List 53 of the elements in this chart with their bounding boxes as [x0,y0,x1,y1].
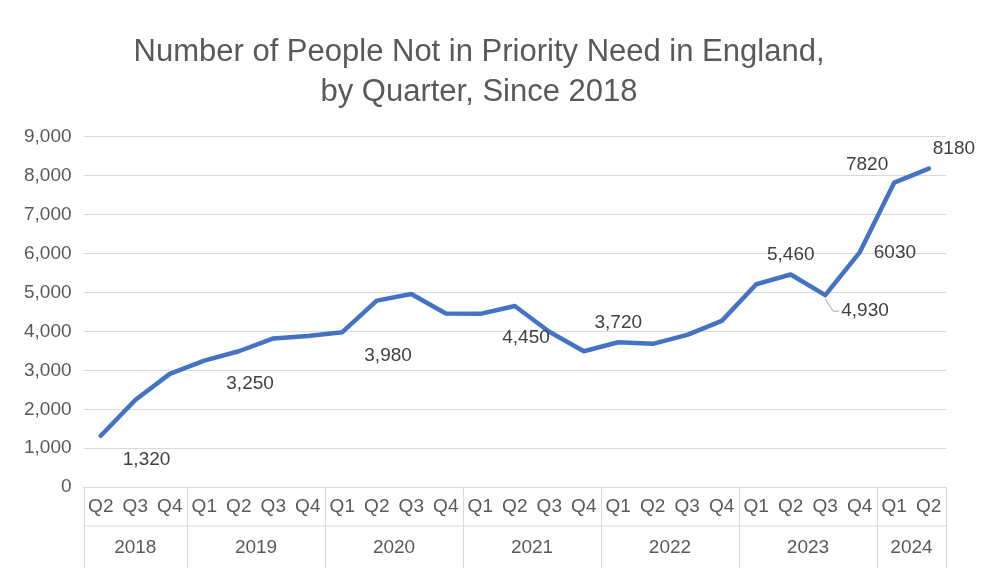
x-tick-label: Q2 [88,494,114,516]
text: 2023 [786,536,830,558]
x-tick-label: Q1 [329,494,355,516]
x-tick-label: Q1 [467,494,493,516]
y-tick-label: 2,000 [24,397,72,419]
text: 2024 [890,536,934,558]
y-tick-label: 4,000 [24,319,72,341]
text: 2018 [114,536,157,558]
data-label: 3,980 [364,343,412,365]
x-tick-label: Q1 [191,494,217,516]
text: 2020 [372,536,416,558]
data-label: 4,930 [841,299,889,321]
x-tick-label: Q2 [778,494,804,516]
y-tick-label: 9,000 [24,124,72,146]
x-tick-label: Q3 [812,494,838,516]
data-label: 3,720 [594,311,643,333]
x-tick-label: Q2 [502,494,528,516]
y-tick-label: 3,000 [24,358,72,380]
data-label: 6030 [873,240,917,262]
x-tick-label: Q4 [571,494,597,516]
x-tick-label: Q4 [295,494,321,516]
x-tick-label: Q3 [398,494,424,516]
x-tick-label: Q1 [605,494,631,516]
y-tick-label: 8,000 [24,163,72,185]
x-tick-label: Q4 [847,494,873,516]
y-tick-label: 0 [60,475,72,497]
x-tick-label: Q2 [364,494,390,516]
x-tick-label: Q1 [743,494,769,516]
text: 2019 [234,536,278,558]
y-tick-label: 5,000 [24,280,72,302]
x-tick-label: Q4 [157,494,183,516]
x-tick-label: Q2 [640,494,666,516]
y-tick-label: 6,000 [24,241,72,263]
x-tick-label: Q4 [433,494,459,516]
x-tick-label: Q3 [536,494,562,516]
x-tick-label: Q3 [260,494,286,516]
chart-title: Number of People Not in Priority Need in England, by Quarter, Since 2018 [133,32,825,108]
x-tick-label: Q1 [881,494,907,516]
data-label: 8180 [932,137,976,159]
y-tick-label: 7,000 [24,202,72,224]
text: 2021 [510,536,554,558]
data-label: 1,320 [122,447,171,469]
data-label: 3,250 [226,372,274,394]
x-tick-label: Q2 [226,494,252,516]
x-tick-label: Q3 [674,494,700,516]
data-label: 5,460 [766,243,815,265]
data-label: 7820 [845,153,889,175]
x-tick-label: Q4 [709,494,735,516]
x-tick-label: Q3 [122,494,148,516]
text: 2022 [648,536,692,558]
x-tick-label: Q2 [916,494,942,516]
y-tick-label: 1,000 [24,436,72,458]
data-label: 4,450 [502,325,550,347]
